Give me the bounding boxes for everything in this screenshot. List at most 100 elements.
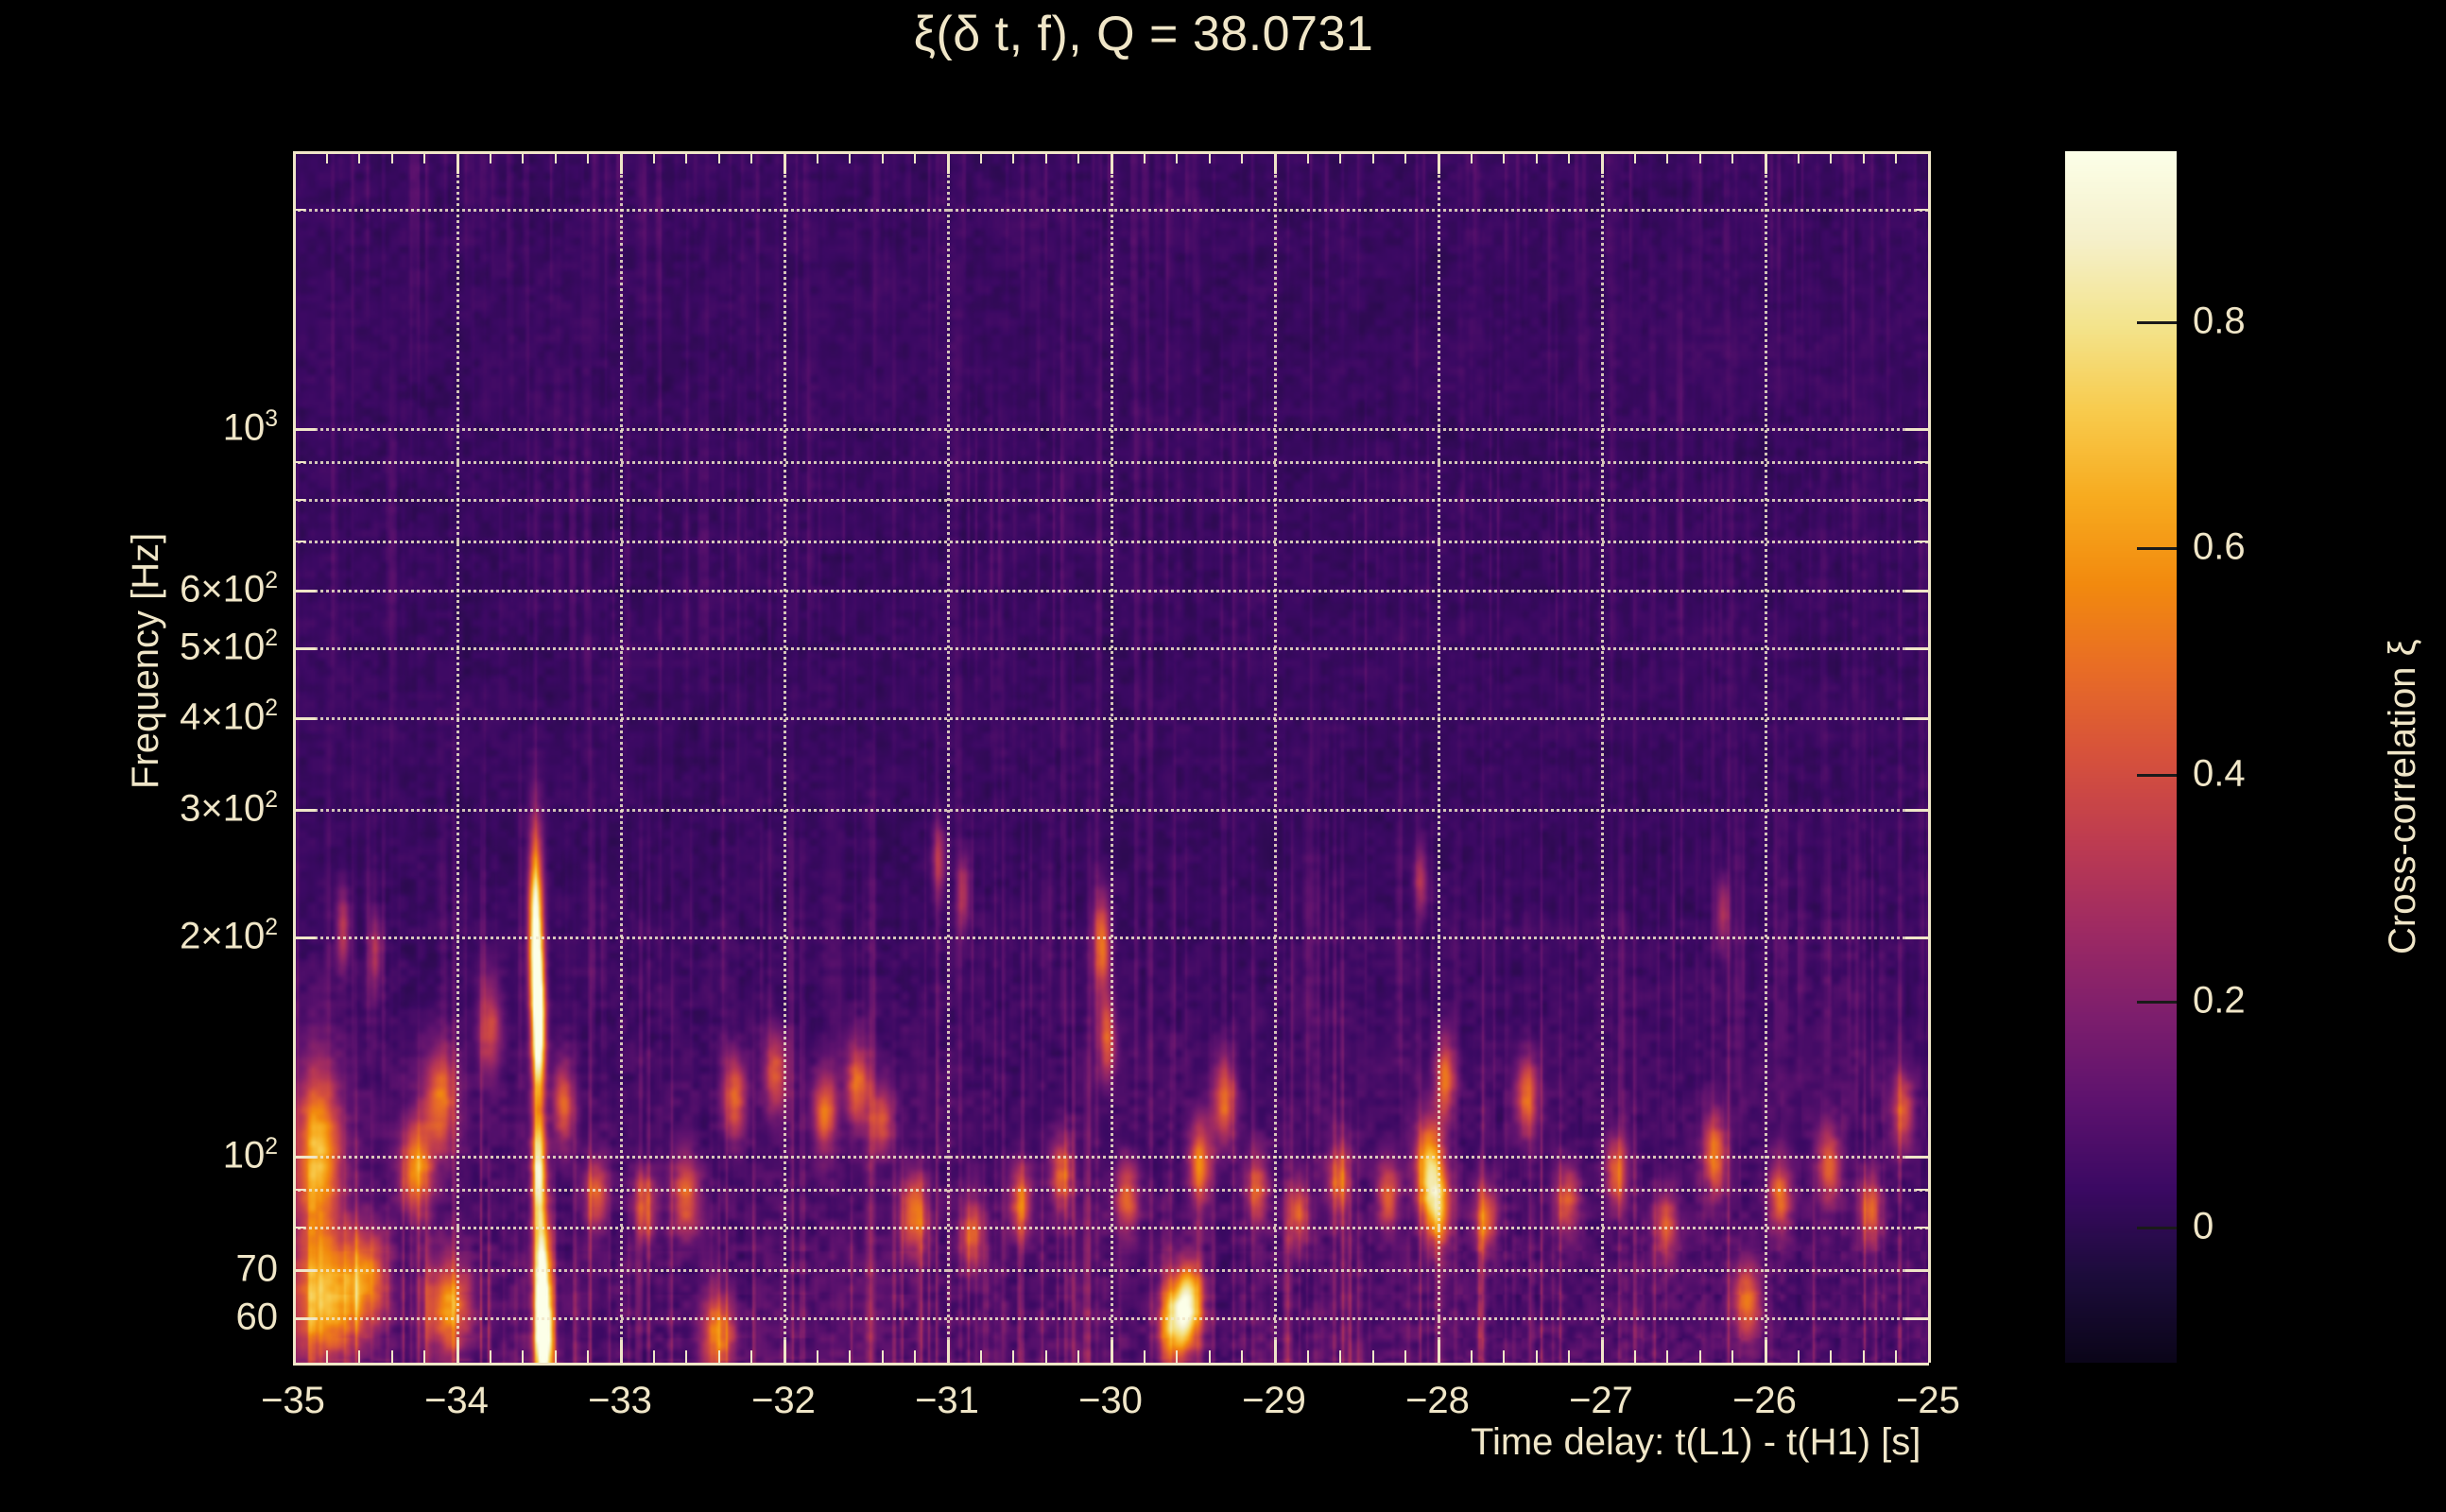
x-tick-label: −29 — [1242, 1380, 1306, 1421]
x-tick-minor — [1568, 1350, 1571, 1363]
spectrogram-image — [293, 151, 1928, 1363]
x-tick-major-top — [456, 151, 459, 174]
x-tick-minor — [1470, 1350, 1473, 1363]
x-tick-minor-top — [1666, 151, 1669, 163]
y-tick-minor — [293, 936, 305, 939]
y-tick-label: 6×102 — [180, 567, 278, 610]
y-tick-minor — [293, 208, 305, 211]
x-tick-major — [1438, 1340, 1440, 1363]
x-tick-major — [784, 1340, 786, 1363]
x-tick-major-top — [293, 151, 296, 174]
x-tick-minor-top — [1306, 151, 1309, 163]
x-tick-minor — [325, 1350, 328, 1363]
spectrogram-plot-area[interactable] — [293, 151, 1928, 1363]
x-tick-minor — [522, 1350, 525, 1363]
x-tick-minor-top — [1633, 151, 1636, 163]
x-tick-minor — [1797, 1350, 1800, 1363]
x-tick-minor-top — [1797, 151, 1800, 163]
x-tick-minor — [849, 1350, 852, 1363]
colorbar-tick — [2137, 547, 2177, 551]
x-tick-label: −34 — [424, 1380, 489, 1421]
x-tick-label: −31 — [915, 1380, 979, 1421]
x-tick-minor — [1143, 1350, 1145, 1363]
x-tick-minor — [1176, 1350, 1179, 1363]
x-tick-minor — [1012, 1350, 1015, 1363]
y-tick-minor-right — [1916, 1189, 1928, 1192]
y-tick-label: 5×102 — [180, 625, 278, 668]
colorbar-tick-label: 0 — [2193, 1205, 2214, 1247]
y-tick-minor-right — [1916, 498, 1928, 501]
x-tick-minor — [1371, 1350, 1374, 1363]
x-tick-major — [620, 1340, 623, 1363]
colorbar-tick-label: 0.4 — [2193, 752, 2246, 795]
x-tick-minor — [685, 1350, 688, 1363]
y-tick-minor-right — [1916, 936, 1928, 939]
plot-right-border — [1928, 151, 1931, 1363]
x-tick-minor-top — [1731, 151, 1734, 163]
x-tick-minor — [390, 1350, 393, 1363]
x-tick-major-top — [947, 151, 950, 174]
x-tick-minor — [914, 1350, 917, 1363]
x-tick-minor — [1306, 1350, 1309, 1363]
y-tick-minor — [293, 1226, 305, 1228]
x-tick-minor-top — [1895, 151, 1898, 163]
x-tick-minor — [489, 1350, 491, 1363]
x-tick-minor — [750, 1350, 753, 1363]
colorbar-axis-title: Cross-correlation ξ — [2382, 639, 2423, 954]
y-tick-label: 70 — [235, 1247, 279, 1290]
colorbar-tick — [2137, 1227, 2177, 1230]
y-tick-minor-right — [1916, 1317, 1928, 1320]
x-tick-minor-top — [1241, 151, 1244, 163]
x-tick-major-top — [1765, 151, 1767, 174]
x-tick-minor-top — [685, 151, 688, 163]
x-tick-label: −26 — [1732, 1380, 1797, 1421]
x-tick-minor-top — [1830, 151, 1833, 163]
y-tick-minor — [293, 1189, 305, 1192]
x-tick-minor-top — [587, 151, 590, 163]
x-tick-major — [293, 1340, 296, 1363]
y-tick-minor-right — [1916, 461, 1928, 464]
x-tick-label: −30 — [1078, 1380, 1143, 1421]
y-tick-minor — [293, 1317, 305, 1320]
x-tick-minor-top — [1862, 151, 1865, 163]
x-tick-minor-top — [1404, 151, 1407, 163]
y-tick-minor — [293, 717, 305, 720]
x-tick-label: −33 — [588, 1380, 652, 1421]
x-tick-minor-top — [1698, 151, 1701, 163]
y-tick-minor — [293, 541, 305, 543]
y-tick-minor-right — [1916, 1226, 1928, 1228]
x-tick-minor-top — [358, 151, 361, 163]
x-tick-minor — [816, 1350, 818, 1363]
y-tick-minor — [293, 1268, 305, 1271]
y-tick-minor — [293, 1156, 305, 1159]
y-tick-minor-right — [1916, 589, 1928, 592]
y-tick-minor — [293, 589, 305, 592]
x-tick-minor — [1208, 1350, 1211, 1363]
x-tick-minor — [1339, 1350, 1342, 1363]
y-tick-minor-right — [1916, 1268, 1928, 1271]
y-tick-minor-right — [1916, 208, 1928, 211]
y-tick-minor — [293, 427, 305, 430]
x-axis-title: Time delay: t(L1) - t(H1) [s] — [1471, 1421, 1921, 1463]
y-tick-label: 3×102 — [180, 786, 278, 830]
colorbar[interactable] — [2065, 151, 2177, 1363]
x-tick-minor — [717, 1350, 720, 1363]
x-tick-minor-top — [1371, 151, 1374, 163]
x-tick-minor — [1731, 1350, 1734, 1363]
y-tick-minor — [293, 498, 305, 501]
x-tick-minor-top — [1568, 151, 1571, 163]
x-tick-minor-top — [652, 151, 655, 163]
x-tick-minor-top — [522, 151, 525, 163]
x-tick-minor-top — [914, 151, 917, 163]
x-tick-minor — [1077, 1350, 1080, 1363]
x-tick-major — [1928, 1340, 1931, 1363]
x-tick-major-top — [1601, 151, 1604, 174]
x-tick-minor — [587, 1350, 590, 1363]
colorbar-tick — [2137, 773, 2177, 777]
x-tick-minor — [358, 1350, 361, 1363]
x-tick-minor — [423, 1350, 426, 1363]
x-tick-minor-top — [390, 151, 393, 163]
x-tick-major — [1111, 1340, 1113, 1363]
x-tick-minor-top — [325, 151, 328, 163]
